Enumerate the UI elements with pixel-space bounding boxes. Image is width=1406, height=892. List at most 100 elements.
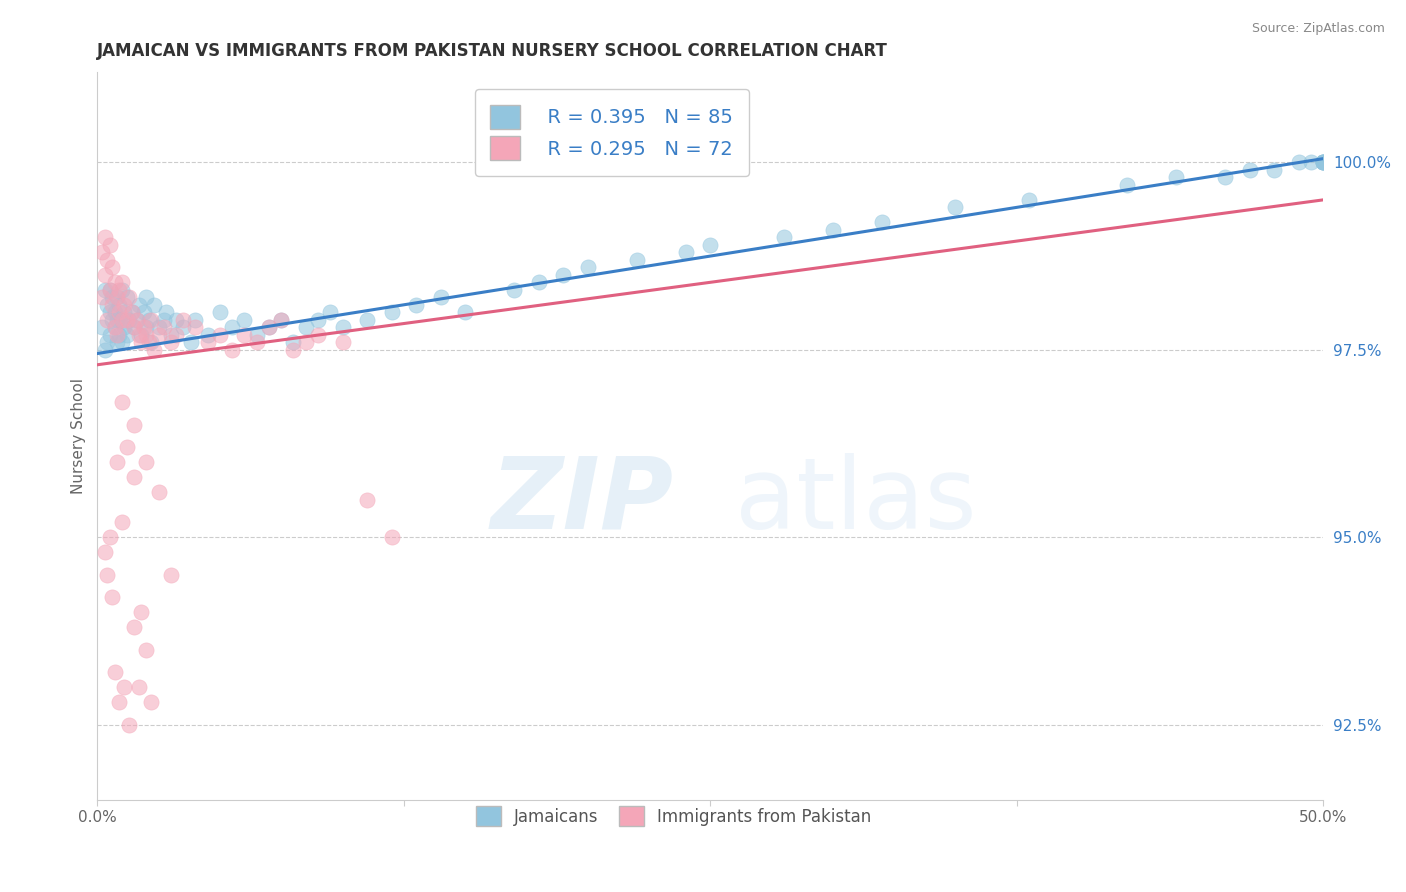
Point (307, 327, 329, 342)
Point (356, 313, 378, 327)
Point (101, 298, 124, 312)
Point (103, 275, 125, 289)
Point (135, 327, 157, 342)
Point (148, 320, 170, 334)
Point (172, 320, 194, 334)
Point (184, 313, 207, 327)
Point (381, 305, 404, 319)
Point (111, 335, 134, 350)
Point (112, 305, 135, 319)
Point (165, 327, 187, 342)
Point (111, 515, 134, 529)
Point (429, 290, 451, 304)
Point (91, 245, 114, 260)
Point (626, 252, 648, 267)
Point (246, 327, 269, 342)
Text: JAMAICAN VS IMMIGRANTS FROM PAKISTAN NURSERY SCHOOL CORRELATION CHART: JAMAICAN VS IMMIGRANTS FROM PAKISTAN NUR… (97, 42, 889, 60)
Point (283, 343, 305, 357)
Point (103, 665, 125, 679)
Point (576, 260, 599, 275)
Point (1288, 155, 1310, 169)
Point (93, 545, 115, 559)
Point (101, 260, 124, 275)
Point (112, 298, 135, 312)
Point (180, 335, 202, 350)
Point (115, 327, 138, 342)
Point (135, 642, 157, 657)
Point (197, 327, 219, 342)
Point (1239, 162, 1261, 177)
Point (108, 695, 131, 709)
Point (160, 567, 183, 582)
Point (101, 313, 124, 327)
Point (270, 313, 292, 327)
Point (93, 283, 115, 297)
Point (197, 335, 219, 350)
Point (105, 290, 128, 304)
Point (454, 305, 477, 319)
Point (122, 417, 145, 432)
Point (257, 320, 280, 334)
Point (527, 275, 550, 289)
Point (135, 455, 157, 469)
Point (105, 335, 128, 350)
Point (103, 305, 125, 319)
Point (142, 343, 165, 357)
Point (135, 290, 157, 304)
Point (122, 620, 145, 634)
Point (96, 298, 118, 312)
Point (246, 335, 269, 350)
Point (1312, 155, 1334, 169)
Point (148, 327, 170, 342)
Point (112, 680, 135, 694)
Point (93, 268, 115, 282)
Point (98, 530, 121, 544)
Point (118, 313, 141, 327)
Y-axis label: Nursery School: Nursery School (72, 378, 86, 494)
Text: ZIP: ZIP (491, 453, 673, 549)
Point (108, 283, 131, 297)
Point (131, 335, 153, 350)
Point (148, 485, 170, 500)
Point (96, 252, 118, 267)
Point (125, 313, 148, 327)
Point (152, 313, 174, 327)
Point (105, 327, 128, 342)
Point (118, 717, 141, 731)
Point (945, 200, 967, 214)
Point (699, 237, 721, 252)
Point (96, 567, 118, 582)
Point (208, 327, 231, 342)
Point (1166, 170, 1188, 185)
Point (105, 455, 128, 469)
Point (307, 313, 329, 327)
Point (294, 320, 316, 334)
Point (381, 530, 404, 544)
Point (675, 245, 697, 260)
Point (356, 492, 378, 507)
Point (121, 305, 143, 319)
Point (105, 290, 128, 304)
Point (98, 283, 121, 297)
Point (128, 680, 150, 694)
Point (553, 268, 575, 282)
Point (112, 320, 135, 334)
Point (141, 313, 163, 327)
Point (98, 305, 121, 319)
Point (233, 327, 256, 342)
Point (96, 313, 118, 327)
Point (1312, 155, 1334, 169)
Point (870, 215, 893, 229)
Point (96, 335, 118, 350)
Point (132, 320, 155, 334)
Point (332, 335, 354, 350)
Point (111, 313, 134, 327)
Point (1263, 162, 1285, 177)
Point (111, 395, 134, 409)
Point (1018, 193, 1040, 207)
Point (98, 283, 121, 297)
Point (93, 343, 115, 357)
Point (105, 313, 128, 327)
Point (319, 305, 342, 319)
Legend: Jamaicans, Immigrants from Pakistan: Jamaicans, Immigrants from Pakistan (467, 797, 880, 835)
